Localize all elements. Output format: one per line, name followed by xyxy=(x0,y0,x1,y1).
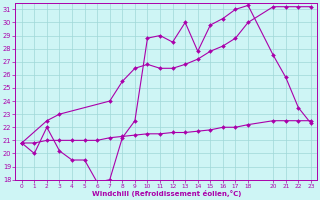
X-axis label: Windchill (Refroidissement éolien,°C): Windchill (Refroidissement éolien,°C) xyxy=(92,190,241,197)
